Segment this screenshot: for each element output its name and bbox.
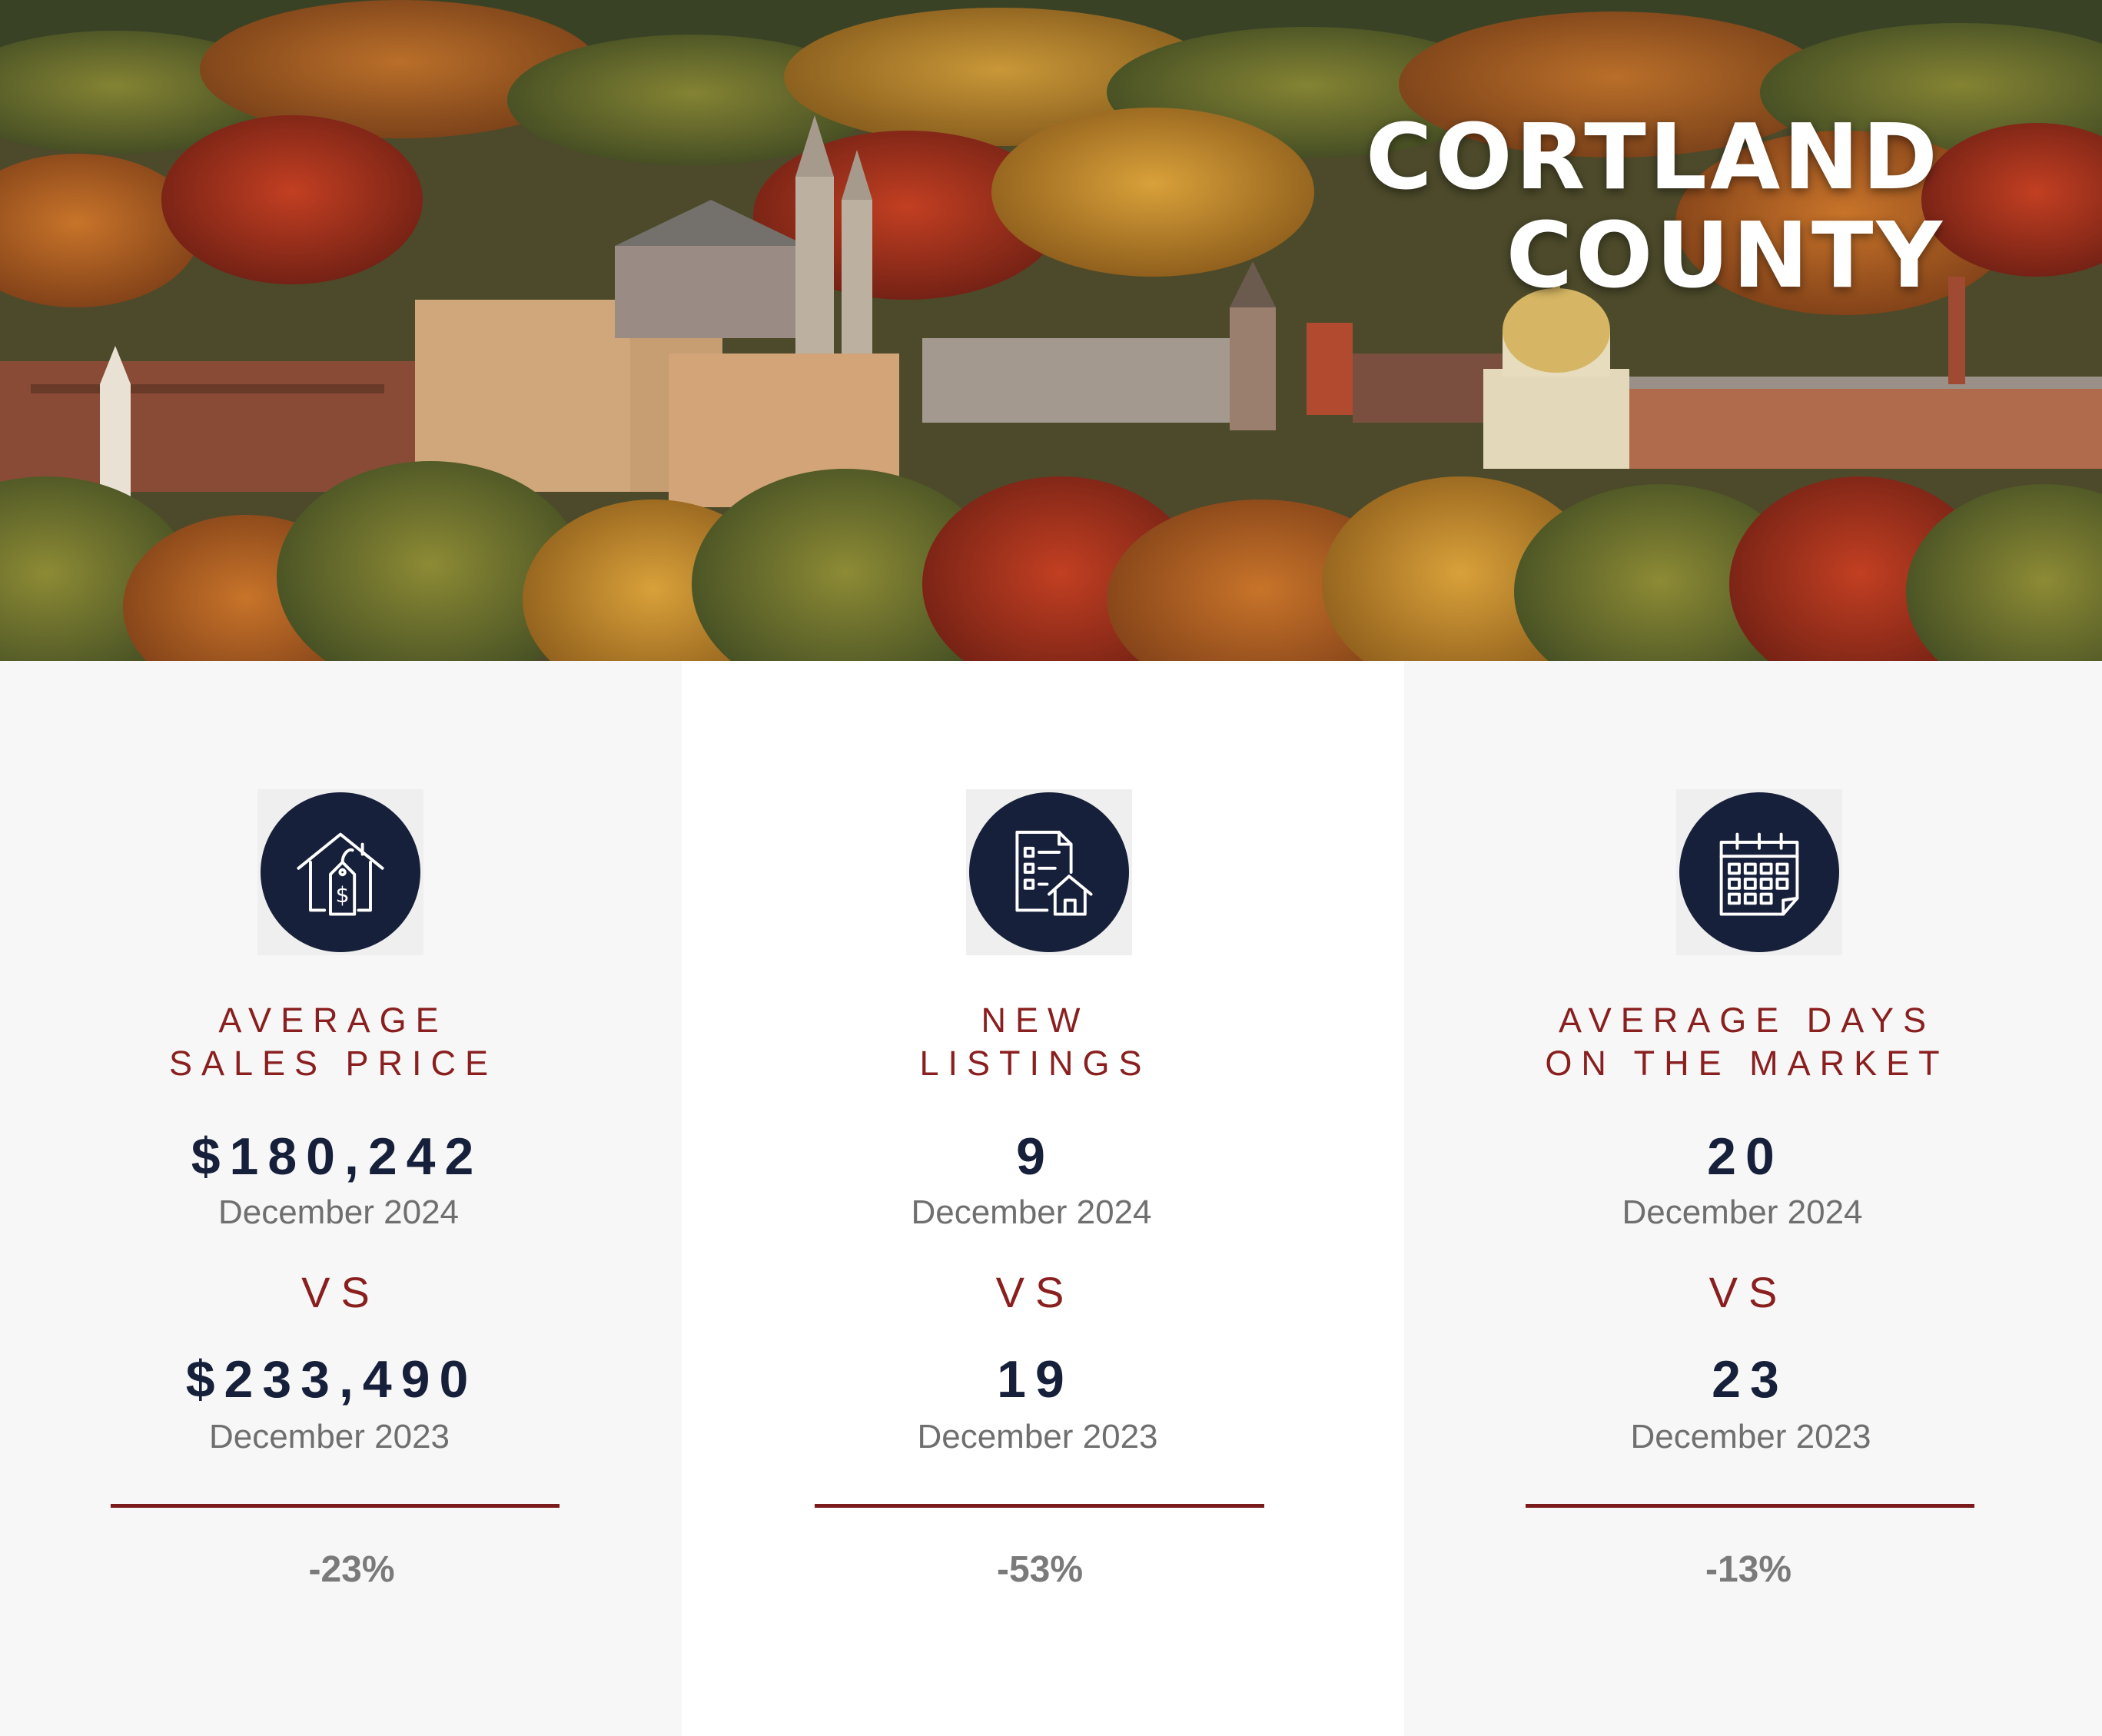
vs-label: VS [995, 1268, 1075, 1316]
listing-document-house-icon [969, 792, 1129, 952]
percent-change: -23% [308, 1549, 395, 1590]
current-value: $180,242 [191, 1127, 483, 1186]
metric-title-line-2: LISTINGS [919, 1044, 1151, 1083]
divider [1526, 1504, 1974, 1508]
house-price-tag-icon: $ [261, 792, 420, 952]
percent-change: -13% [1705, 1549, 1792, 1590]
metric-title-line-1: AVERAGE [218, 1001, 448, 1040]
town-autumn-photo [0, 0, 2102, 661]
metric-title-line-2: ON THE MARKET [1545, 1044, 1949, 1083]
page-title: CORTLAND COUNTY [1365, 104, 1942, 304]
previous-value: 19 [997, 1350, 1074, 1409]
svg-text:$: $ [336, 881, 350, 908]
stat-card-new-listings: NEW LISTINGS 9 December 2024 VS 19 Decem… [682, 661, 1404, 1736]
calendar-icon [1679, 792, 1839, 952]
metric-title: AVERAGE DAYS ON THE MARKET [1398, 999, 2096, 1085]
previous-period: December 2023 [1630, 1418, 1871, 1456]
metric-title: AVERAGE SALES PRICE [0, 999, 674, 1085]
metric-title-line-1: AVERAGE DAYS [1559, 1001, 1935, 1040]
stat-card-average-days-on-market: AVERAGE DAYS ON THE MARKET 20 December 2… [1404, 661, 2102, 1736]
divider [815, 1504, 1264, 1508]
previous-value: 23 [1712, 1350, 1788, 1409]
previous-period: December 2023 [917, 1418, 1158, 1456]
current-value: 20 [1707, 1127, 1784, 1186]
divider [111, 1504, 560, 1508]
percent-change: -53% [996, 1549, 1084, 1590]
current-period: December 2024 [1622, 1193, 1863, 1231]
icon-badge [1676, 789, 1842, 955]
previous-period: December 2023 [208, 1418, 450, 1456]
current-value: 9 [1016, 1127, 1054, 1186]
stat-card-average-sales-price: $ AVERAGE SALES PRICE $180,242 December … [0, 661, 682, 1736]
icon-badge: $ [257, 789, 423, 955]
title-line-1: CORTLAND [1365, 104, 1941, 210]
vs-label: VS [1708, 1268, 1788, 1316]
metric-title: NEW LISTINGS [674, 999, 1396, 1085]
metric-title-line-1: NEW [981, 1001, 1090, 1040]
title-line-2: COUNTY [1506, 202, 1945, 308]
stats-section: $ AVERAGE SALES PRICE $180,242 December … [0, 661, 2102, 1736]
current-period: December 2024 [911, 1193, 1152, 1231]
metric-title-line-2: SALES PRICE [168, 1044, 498, 1083]
hero-photo: CORTLAND COUNTY [0, 0, 2102, 661]
vs-label: VS [301, 1268, 380, 1316]
previous-value: $233,490 [185, 1350, 478, 1409]
icon-badge [966, 789, 1132, 955]
current-period: December 2024 [218, 1193, 460, 1231]
